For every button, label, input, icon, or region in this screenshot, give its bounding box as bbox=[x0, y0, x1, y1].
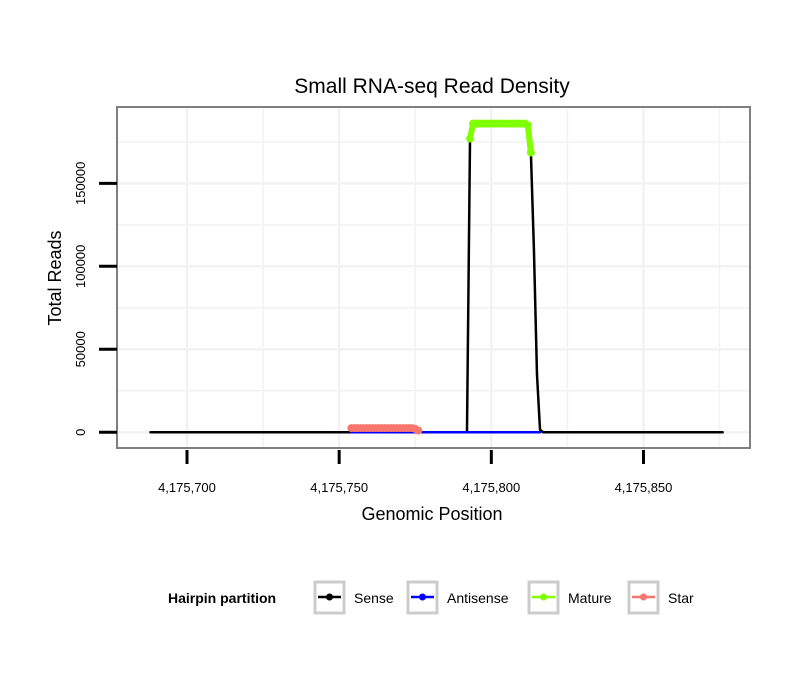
legend-title: Hairpin partition bbox=[168, 590, 276, 606]
legend-label-sense: Sense bbox=[354, 590, 394, 606]
legend-marker-mature bbox=[540, 593, 547, 601]
y-axis-label: Total Reads bbox=[45, 230, 65, 325]
data-point-mature bbox=[523, 121, 532, 130]
axes: 4,175,700 4,175,750 4,175,800 4,175,850 0 500… bbox=[73, 162, 672, 495]
data-point-mature bbox=[526, 148, 535, 157]
y-tick-label: 50000 bbox=[73, 331, 88, 367]
legend-label-mature: Mature bbox=[568, 590, 612, 606]
data-point-star bbox=[414, 426, 423, 435]
series-line-mature bbox=[467, 120, 534, 156]
grid bbox=[117, 107, 750, 448]
data-point-mature bbox=[466, 134, 475, 143]
y-tick-label: 100000 bbox=[73, 245, 88, 288]
x-tick-label: 4,175,700 bbox=[158, 480, 216, 495]
legend-label-antisense: Antisense bbox=[447, 590, 509, 606]
legend-marker-antisense bbox=[419, 593, 426, 601]
x-tick-label: 4,175,750 bbox=[310, 480, 368, 495]
y-tick-label: 150000 bbox=[73, 162, 88, 205]
series-layer bbox=[149, 119, 724, 435]
x-axis-label: Genomic Position bbox=[361, 504, 502, 524]
x-tick-label: 4,175,850 bbox=[615, 480, 673, 495]
series-line-sense bbox=[149, 122, 724, 434]
plot-border bbox=[116, 106, 751, 449]
legend: Hairpin partition Sense Antisense Mature Sta… bbox=[168, 580, 694, 615]
legend-marker-sense bbox=[326, 593, 333, 601]
legend-marker-star bbox=[640, 593, 647, 601]
x-tick-label: 4,175,800 bbox=[462, 480, 520, 495]
y-tick-label: 0 bbox=[73, 429, 88, 436]
legend-label-star: Star bbox=[668, 590, 694, 606]
chart-title: Small RNA-seq Read Density bbox=[294, 75, 570, 98]
